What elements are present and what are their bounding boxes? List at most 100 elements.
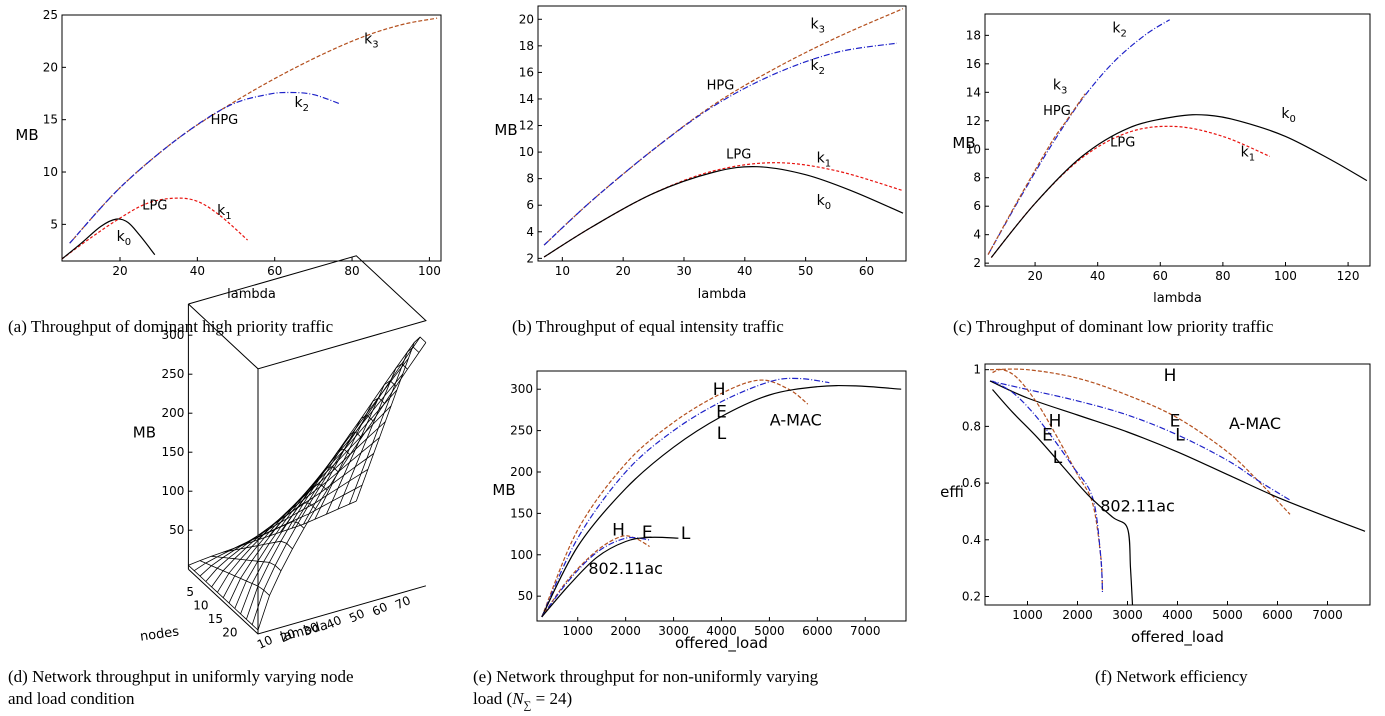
caption-d-line2: and load condition [8,689,135,708]
y-axis-label: MB [494,121,517,139]
x-tick-label: 60 [859,264,874,278]
nodes-tick-label: 5 [186,585,194,599]
surface-mesh-line [280,448,351,533]
lambda-tick-label: 40 [324,613,344,632]
series-802-11ac-h [541,535,650,618]
curve-label: k1 [217,203,231,222]
chart-e: 1000 2000 3000 4000 5000 6000 7000 50 100 150 200 2… [492,370,907,653]
curve-label: H [1049,411,1062,431]
x-tick-label: 1000 [1012,608,1043,622]
surface-mesh-line [211,555,282,572]
curve-label: HPG [1043,104,1071,119]
y-tick-label: 10 [519,145,534,159]
curve-label: k3 [1053,77,1067,96]
series-k2 [69,91,341,244]
curve-label-subscript: 3 [1061,85,1067,96]
curve-label: E [1170,411,1181,431]
x-tick-label: 100 [418,264,441,278]
curve-label: L [717,424,727,444]
box-top [188,255,427,370]
curve-label-subscript: 1 [825,159,831,170]
series-a-mac-l [541,384,902,618]
caption-e-line2: load (N∑ = 24) [473,688,923,716]
x-tick-label: 20 [1027,269,1042,283]
curve-label: E [1042,426,1053,446]
x-tick-label: 4000 [1162,608,1193,622]
surface-mesh-line [245,502,316,545]
surface-mesh-line [228,389,398,604]
y-tick-label: 8 [526,172,534,186]
series-802-11ac-e [541,536,650,618]
lambda-axis-label: lambda [279,618,330,645]
series-802-11ac-l [992,389,1134,606]
curve-label: L [1053,448,1063,468]
y-tick-label: 0.6 [962,476,981,490]
y-axis-label: effi [940,483,964,501]
caption-e-pre: load ( [473,689,513,708]
x-tick-label: 6000 [802,624,833,638]
lambda-tick-label: 10 [255,633,275,652]
surface-mesh-line [355,336,427,502]
y-tick-label: 20 [43,60,58,74]
series-a-mac-e [541,377,830,618]
series-802-11ac-l [541,536,679,618]
curve-label-subscript: 1 [1249,152,1255,163]
curve-label: H [1164,366,1177,386]
chart-b: 10 20 30 40 50 602468101214161820lambdaMBk3k2… [494,5,907,302]
x-tick-label: 10 [555,264,570,278]
y-tick-label: 0.2 [962,589,981,603]
surface-mesh-line [314,397,385,520]
series-k0 [61,218,156,260]
x-axis-label: lambda [227,287,276,302]
x-tick-label: 50 [798,264,813,278]
curve-label-subscript: 2 [819,66,825,77]
series-a-mac-e [989,380,1291,501]
y-axis-label: MB [15,126,38,144]
surface-mesh-line [326,380,397,515]
y-tick-label: 18 [519,39,534,53]
curve-label-subscript: 0 [825,201,831,212]
caption-a: (a) Throughput of dominant high priority… [8,317,334,336]
curve-label-subscript: 3 [372,39,378,50]
y-tick-label: 300 [510,382,533,396]
x-tick-label: 80 [1215,269,1230,283]
plot-frame [61,14,442,262]
y-tick-label: 2 [526,251,534,265]
curve-label: k2 [1112,21,1126,40]
box-base [188,568,427,635]
x-tick-label: 100 [1274,269,1297,283]
curve-label: k3 [811,17,825,36]
x-axis-label: offered_load [1131,628,1224,647]
series-k2 [987,19,1171,255]
y-tick-label: 20 [519,12,534,26]
plot-frame [984,13,1371,267]
series-k3 [543,8,904,246]
x-tick-label: 40 [737,264,752,278]
series-802-11ac-h [992,368,1104,591]
y-tick-label: 250 [510,424,533,438]
series-k1 [543,162,904,258]
y-tick-label: 12 [966,114,981,128]
surface-mesh-line [268,466,339,537]
surface-mesh-line [199,560,270,596]
curve-label: 802.11ac [588,559,663,578]
caption-e-math: N [512,689,524,708]
curve-label: k1 [1241,144,1255,163]
surface-mesh-line [222,540,293,553]
x-tick-label: 5000 [1212,608,1243,622]
y-tick-label: 8 [973,171,981,185]
y-tick-label: 12 [519,119,534,133]
chart-f: 1000 2000 3000 4000 5000 6000 7000 0.2 0.4 0.6 0.8… [940,363,1371,647]
nodes-axis-label: nodes [139,624,180,644]
lambda-tick-label: 50 [347,606,367,625]
series-k2 [543,42,897,246]
y-tick-label: 14 [966,85,981,99]
surface-mesh-line [291,431,362,529]
y-tick-label: 1 [973,363,981,377]
x-tick-label: 3000 [1112,608,1143,622]
caption-e-sub: ∑ [523,699,532,712]
surface-mesh-line [257,484,328,541]
curve-label: A-MAC [1229,414,1281,433]
surface-mesh-line [303,415,374,525]
